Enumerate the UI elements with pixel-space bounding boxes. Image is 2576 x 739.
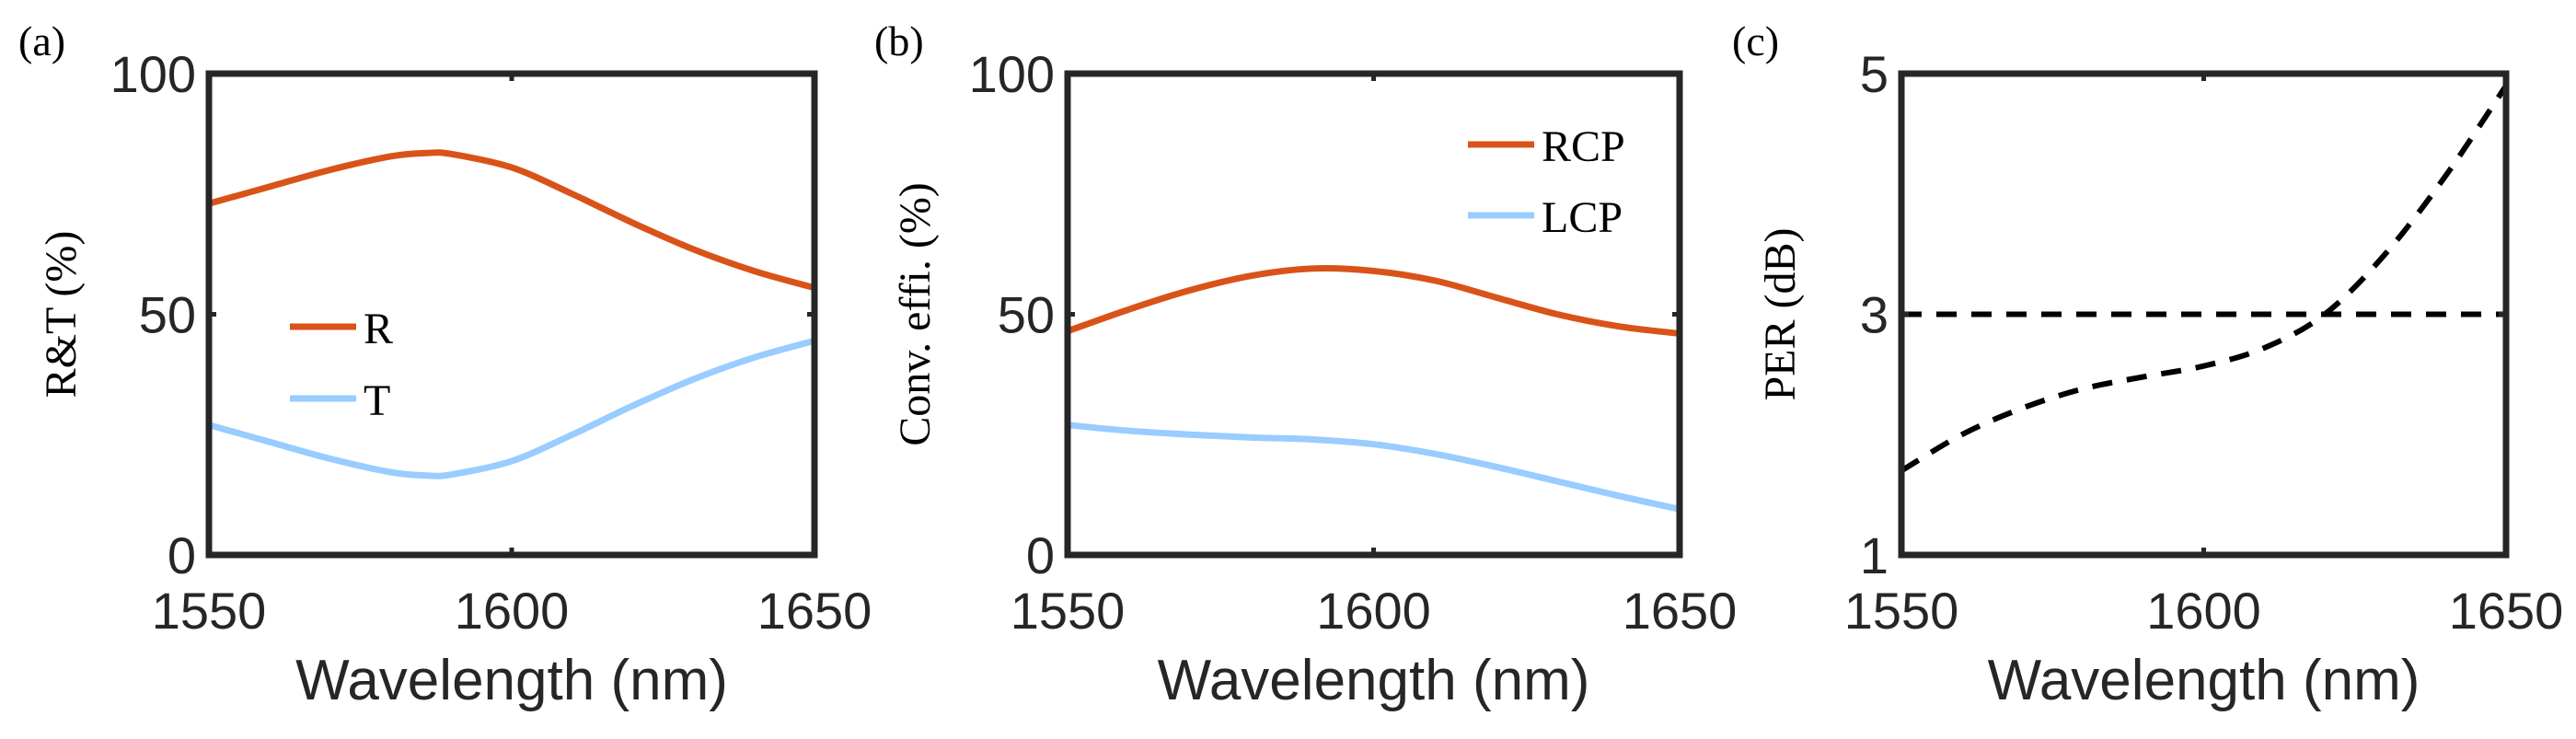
y-axis-label: Conv. effi. (%) [891, 182, 940, 446]
y-tick-label: 0 [167, 526, 196, 584]
legend-label: R [364, 305, 393, 353]
x-tick-label: 1550 [1011, 582, 1126, 640]
y-tick-label: 50 [139, 286, 196, 344]
x-tick-label: 1650 [757, 582, 872, 640]
x-tick-label: 1600 [1316, 582, 1431, 640]
legend-label: RCP [1542, 122, 1625, 171]
x-tick-label: 1550 [152, 582, 267, 640]
x-axis-label: Wavelength (nm) [1158, 649, 1590, 712]
y-tick-label: 5 [1860, 45, 1889, 103]
x-axis-label: Wavelength (nm) [1988, 649, 2420, 712]
legend: RCP LCP [1468, 122, 1625, 242]
x-tick-label: 1600 [2146, 582, 2261, 640]
x-axis-label: Wavelength (nm) [295, 649, 728, 712]
y-axis-label: R&T (%) [37, 231, 86, 398]
series-line-per [1900, 84, 2509, 474]
legend: RT [290, 305, 393, 425]
series-line-r [208, 149, 815, 292]
y-tick-label: 0 [1026, 526, 1055, 584]
y-axis-label: PER (dB) [1756, 227, 1805, 400]
y-tick-label: 1 [1860, 526, 1889, 584]
x-tick-label: 1550 [1844, 582, 1959, 640]
x-tick-label: 1650 [1623, 582, 1738, 640]
y-tick-label: 50 [998, 286, 1055, 344]
panel-a: (a) 1550 1600 1650 0 50 100 Wavelength (nm) R&T … [18, 17, 872, 712]
series-line-t [208, 337, 815, 479]
y-tick-label: 100 [969, 45, 1055, 103]
legend-label: T [364, 376, 390, 425]
series-line-rcp [1066, 265, 1681, 337]
panel-c: (c) 1550 1600 1650 1 3 5 Wavelength (nm) PER (dB… [1732, 17, 2563, 712]
axes-box [1898, 70, 2510, 559]
x-tick-label: 1600 [455, 582, 570, 640]
y-tick-label: 3 [1860, 286, 1889, 344]
y-tick-label: 100 [110, 45, 196, 103]
legend-label: LCP [1542, 193, 1623, 242]
series-line-lcp [1067, 421, 1681, 513]
panel-label: (c) [1732, 17, 1779, 64]
panel-b: (b) 1550 1600 1650 0 50 100 Wavelength (nm) Conv… [874, 17, 1737, 712]
panel-label: (a) [18, 17, 65, 64]
panel-label: (b) [874, 17, 924, 64]
axes-box [205, 70, 818, 559]
x-tick-label: 1650 [2449, 582, 2564, 640]
